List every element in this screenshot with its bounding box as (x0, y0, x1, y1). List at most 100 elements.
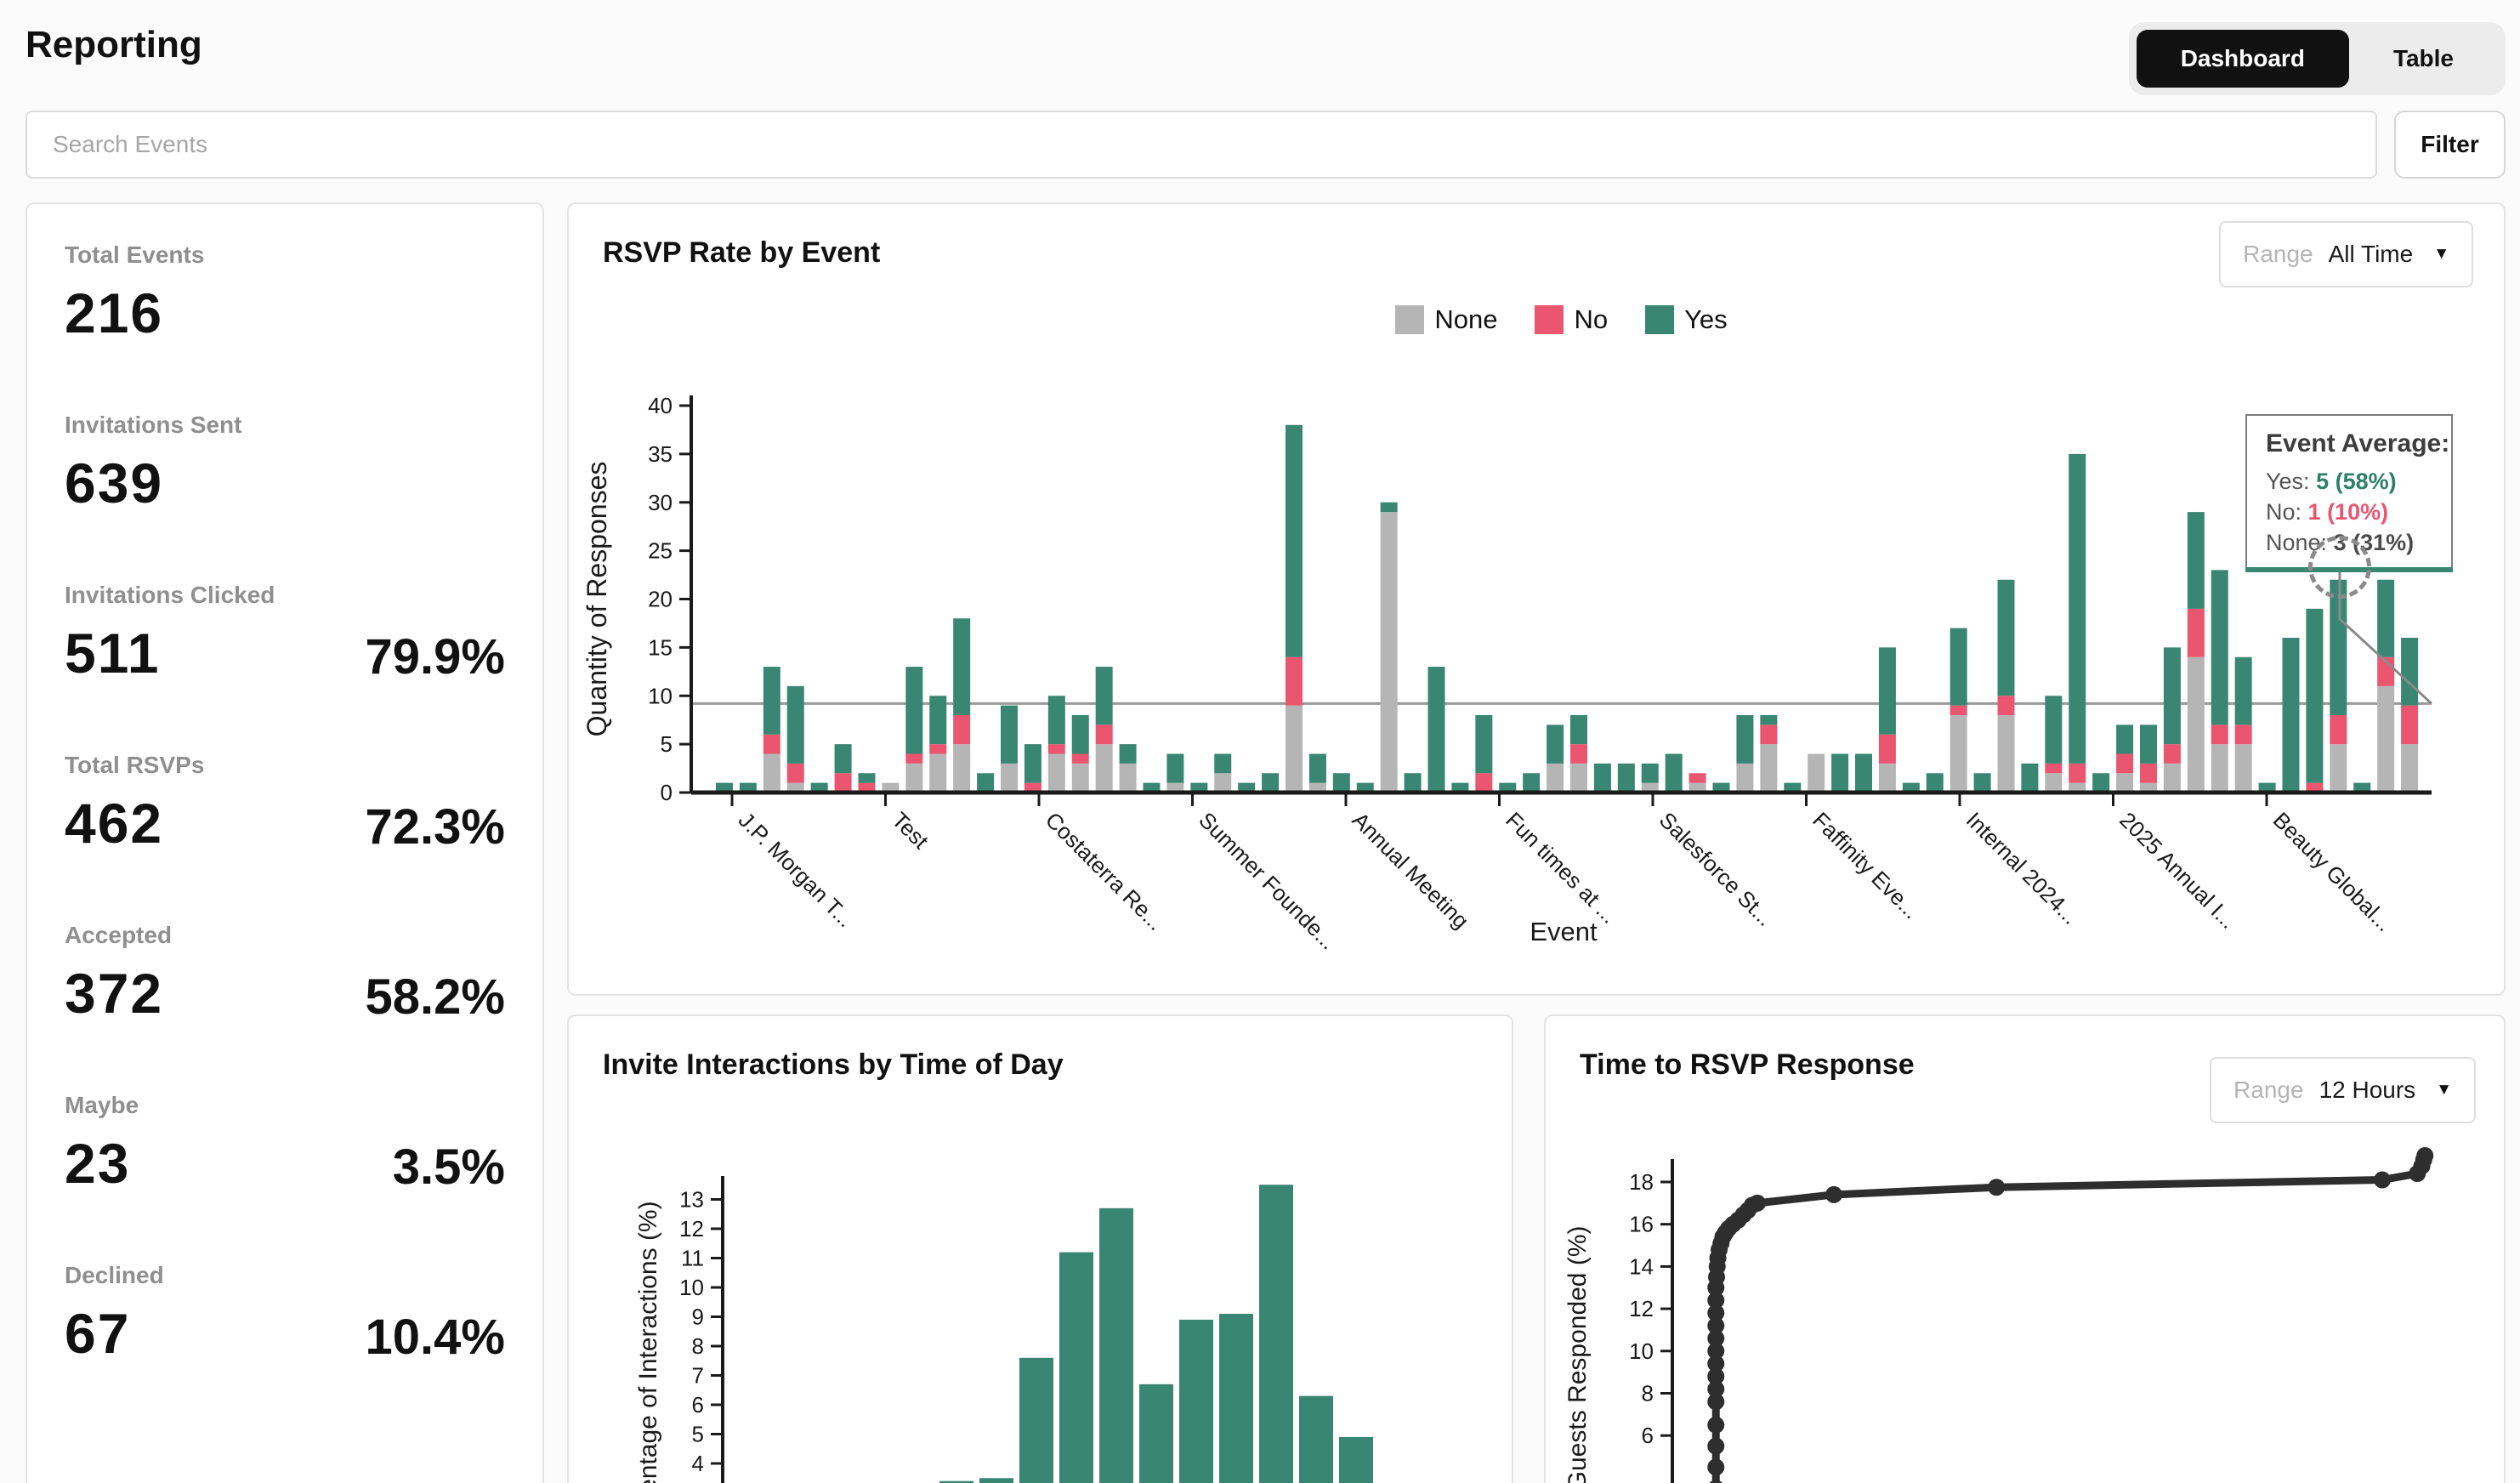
bar-segment-yes[interactable] (2187, 512, 2205, 609)
tod-bar[interactable] (1019, 1357, 1053, 1483)
rsvp-range-dropdown[interactable]: Range All Time ▼ (2219, 221, 2473, 287)
bar-segment-no[interactable] (2211, 724, 2228, 745)
bar-segment-yes[interactable] (977, 773, 995, 793)
bar-segment-yes[interactable] (1997, 579, 2015, 696)
filter-button[interactable]: Filter (2394, 111, 2506, 179)
bar-segment-none[interactable] (2163, 763, 2181, 793)
bar-segment-no[interactable] (2045, 763, 2063, 774)
tod-bar[interactable] (1339, 1436, 1373, 1483)
bar-segment-none[interactable] (1547, 763, 1564, 793)
bar-segment-yes[interactable] (929, 696, 947, 745)
bar-segment-no[interactable] (763, 734, 780, 754)
bar-segment-none[interactable] (1308, 782, 1326, 793)
bar-segment-no[interactable] (2116, 753, 2134, 774)
bar-segment-no[interactable] (1570, 744, 1587, 764)
bar-segment-yes[interactable] (1427, 667, 1445, 793)
bar-segment-yes[interactable] (1356, 782, 1374, 793)
bar-segment-none[interactable] (1071, 763, 1089, 793)
bar-segment-no[interactable] (1950, 705, 1967, 715)
bar-segment-yes[interactable] (1001, 705, 1018, 764)
bar-segment-yes[interactable] (1523, 773, 1541, 793)
bar-segment-none[interactable] (2045, 773, 2063, 793)
bar-segment-yes[interactable] (2069, 453, 2086, 764)
bar-segment-yes[interactable] (1190, 782, 1208, 793)
bar-segment-none[interactable] (1641, 782, 1659, 793)
bar-segment-yes[interactable] (1593, 763, 1611, 793)
bar-segment-yes[interactable] (2306, 608, 2324, 783)
bar-segment-no[interactable] (2401, 705, 2419, 745)
bar-segment-yes[interactable] (834, 744, 852, 774)
bar-segment-no[interactable] (2069, 763, 2086, 783)
bar-segment-none[interactable] (2401, 744, 2419, 793)
data-point[interactable] (1707, 1480, 1724, 1483)
data-point[interactable] (1707, 1458, 1725, 1476)
bar-segment-none[interactable] (1689, 782, 1706, 793)
tod-bar[interactable] (939, 1480, 973, 1483)
bar-segment-yes[interactable] (1973, 773, 1991, 793)
bar-segment-no[interactable] (953, 715, 971, 745)
bar-segment-no[interactable] (1095, 724, 1113, 745)
data-point[interactable] (2374, 1171, 2391, 1189)
bar-segment-yes[interactable] (2092, 773, 2110, 793)
bar-segment-no[interactable] (2140, 763, 2157, 783)
bar-segment-none[interactable] (1736, 763, 1754, 793)
tod-bar[interactable] (979, 1478, 1013, 1483)
bar-segment-yes[interactable] (1547, 724, 1564, 764)
bar-segment-yes[interactable] (1499, 782, 1517, 793)
bar-segment-yes[interactable] (1475, 715, 1493, 774)
bar-segment-no[interactable] (1689, 773, 1706, 783)
bar-segment-yes[interactable] (1760, 715, 1778, 725)
bar-segment-yes[interactable] (739, 782, 757, 793)
bar-segment-yes[interactable] (2163, 647, 2181, 745)
bar-segment-none[interactable] (1808, 753, 1825, 793)
bar-segment-no[interactable] (929, 744, 947, 754)
data-point[interactable] (1988, 1179, 2006, 1196)
bar-segment-yes[interactable] (1831, 753, 1849, 793)
tod-bar[interactable] (1219, 1314, 1253, 1483)
bar-segment-none[interactable] (953, 744, 971, 793)
bar-segment-yes[interactable] (1404, 773, 1422, 793)
data-point[interactable] (1707, 1292, 1725, 1310)
bar-segment-no[interactable] (1286, 656, 1303, 706)
bar-segment-yes[interactable] (1950, 628, 1967, 706)
bar-segment-no[interactable] (834, 773, 852, 793)
bar-segment-none[interactable] (2140, 782, 2157, 793)
bar-segment-no[interactable] (2163, 744, 2181, 764)
data-point[interactable] (1707, 1367, 1725, 1385)
bar-segment-none[interactable] (2187, 656, 2205, 793)
bar-segment-yes[interactable] (2211, 570, 2228, 725)
bar-segment-yes[interactable] (2282, 638, 2300, 793)
bar-segment-yes[interactable] (1878, 647, 1896, 735)
tod-bar[interactable] (1179, 1319, 1213, 1483)
bar-segment-none[interactable] (1380, 512, 1398, 793)
tod-bar[interactable] (1139, 1384, 1173, 1483)
search-input[interactable] (26, 111, 2377, 179)
bar-segment-yes[interactable] (2021, 763, 2039, 793)
data-point[interactable] (1825, 1185, 1842, 1203)
data-point[interactable] (1707, 1304, 1725, 1322)
bar-segment-none[interactable] (1119, 763, 1137, 793)
bar-segment-yes[interactable] (1902, 782, 1920, 793)
bar-segment-yes[interactable] (1784, 782, 1802, 793)
bar-segment-yes[interactable] (1712, 782, 1730, 793)
bar-segment-no[interactable] (905, 753, 923, 764)
bar-segment-yes[interactable] (1451, 782, 1469, 793)
bar-segment-yes[interactable] (1095, 667, 1113, 725)
bar-segment-none[interactable] (763, 753, 780, 793)
tod-bar[interactable] (1059, 1252, 1093, 1483)
bar-segment-none[interactable] (882, 782, 900, 793)
bar-segment-none[interactable] (2234, 744, 2252, 793)
bar-segment-none[interactable] (1760, 744, 1778, 793)
bar-segment-no[interactable] (1047, 744, 1065, 754)
bar-segment-yes[interactable] (1926, 773, 1944, 793)
bar-segment-none[interactable] (1570, 763, 1587, 793)
tod-bar[interactable] (1259, 1185, 1293, 1483)
bar-segment-yes[interactable] (810, 782, 828, 793)
data-point[interactable] (1707, 1355, 1725, 1372)
bar-segment-no[interactable] (1997, 696, 2015, 715)
bar-segment-yes[interactable] (1143, 782, 1161, 793)
data-point[interactable] (1707, 1416, 1725, 1434)
bar-segment-yes[interactable] (1047, 696, 1065, 745)
bar-segment-none[interactable] (1878, 763, 1896, 793)
bar-segment-none[interactable] (1214, 773, 1232, 793)
